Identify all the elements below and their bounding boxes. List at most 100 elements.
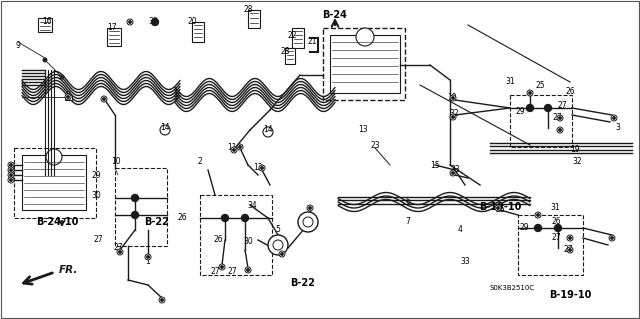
Circle shape <box>450 95 456 101</box>
Circle shape <box>65 94 71 100</box>
Circle shape <box>452 172 454 174</box>
Circle shape <box>613 117 615 119</box>
Text: 32: 32 <box>572 158 582 167</box>
Text: 5: 5 <box>276 226 280 234</box>
Text: 1: 1 <box>146 257 150 266</box>
Circle shape <box>356 28 374 46</box>
Circle shape <box>303 217 313 227</box>
Text: 27: 27 <box>557 100 567 109</box>
Text: 19: 19 <box>447 93 457 102</box>
Circle shape <box>527 90 533 96</box>
Circle shape <box>8 172 14 178</box>
Bar <box>22 155 86 210</box>
Text: 27: 27 <box>227 268 237 277</box>
Text: 26: 26 <box>565 87 575 97</box>
Circle shape <box>44 59 46 61</box>
Text: 8: 8 <box>66 91 70 100</box>
Circle shape <box>131 195 138 202</box>
Text: 26: 26 <box>177 213 187 222</box>
Text: 15: 15 <box>430 160 440 169</box>
Circle shape <box>10 169 12 171</box>
Circle shape <box>309 207 311 209</box>
Circle shape <box>537 214 540 216</box>
Circle shape <box>273 240 283 250</box>
Text: 27: 27 <box>551 234 561 242</box>
Circle shape <box>298 212 318 232</box>
Circle shape <box>60 75 64 79</box>
Circle shape <box>61 76 63 78</box>
Circle shape <box>119 251 121 253</box>
Text: FR.: FR. <box>59 265 78 275</box>
Circle shape <box>10 174 12 176</box>
Text: 26: 26 <box>551 218 561 226</box>
Text: 26: 26 <box>213 235 223 244</box>
Circle shape <box>495 205 501 211</box>
Text: 7: 7 <box>406 218 410 226</box>
Text: 16: 16 <box>42 18 52 26</box>
Circle shape <box>219 264 225 270</box>
Bar <box>38 18 52 32</box>
Circle shape <box>239 146 241 148</box>
Circle shape <box>241 214 248 221</box>
Circle shape <box>147 256 149 258</box>
Circle shape <box>281 253 283 255</box>
Circle shape <box>159 297 165 303</box>
Circle shape <box>46 149 62 165</box>
Circle shape <box>554 225 561 232</box>
Bar <box>107 28 121 46</box>
Circle shape <box>611 237 613 239</box>
Text: 14: 14 <box>263 125 273 135</box>
Circle shape <box>101 96 107 102</box>
Text: S0K3B2510C: S0K3B2510C <box>490 285 535 291</box>
Bar <box>292 28 304 48</box>
Text: 32: 32 <box>449 108 459 117</box>
Text: 28: 28 <box>243 5 253 14</box>
Circle shape <box>450 114 456 120</box>
Circle shape <box>145 254 151 260</box>
Circle shape <box>8 177 14 183</box>
Text: 30: 30 <box>243 238 253 247</box>
Text: 12: 12 <box>253 164 263 173</box>
Circle shape <box>569 237 572 239</box>
Circle shape <box>261 167 263 169</box>
Text: 30: 30 <box>91 190 101 199</box>
Circle shape <box>160 125 170 135</box>
Bar <box>192 22 204 42</box>
Text: 6: 6 <box>406 197 410 206</box>
Text: 13: 13 <box>358 125 368 135</box>
Text: 29: 29 <box>515 108 525 116</box>
Text: 2: 2 <box>198 158 202 167</box>
Circle shape <box>221 266 223 268</box>
Text: 29: 29 <box>91 170 101 180</box>
Text: 31: 31 <box>505 78 515 86</box>
Text: 25: 25 <box>535 80 545 90</box>
Circle shape <box>8 162 14 168</box>
Circle shape <box>237 144 243 150</box>
Circle shape <box>452 97 454 99</box>
Circle shape <box>529 92 531 94</box>
Circle shape <box>452 116 454 118</box>
Text: 27: 27 <box>93 235 103 244</box>
Bar <box>200 195 272 275</box>
Text: 19: 19 <box>570 145 580 154</box>
Circle shape <box>559 117 561 119</box>
Circle shape <box>268 235 288 255</box>
Circle shape <box>535 212 541 218</box>
Circle shape <box>259 165 265 171</box>
Text: 33: 33 <box>450 166 460 174</box>
Circle shape <box>161 299 163 301</box>
Bar <box>285 48 295 64</box>
Text: 28: 28 <box>280 48 290 56</box>
Text: B-24-10: B-24-10 <box>36 217 78 227</box>
Text: 22: 22 <box>287 31 297 40</box>
Text: 34: 34 <box>247 201 257 210</box>
Text: 21: 21 <box>307 38 317 47</box>
Text: 27: 27 <box>563 246 573 255</box>
Circle shape <box>611 115 617 121</box>
Bar <box>65 94 72 100</box>
Circle shape <box>569 249 572 251</box>
Text: 25: 25 <box>495 205 505 214</box>
Text: 20: 20 <box>187 18 197 26</box>
Text: 3: 3 <box>616 123 620 132</box>
Circle shape <box>279 251 285 257</box>
